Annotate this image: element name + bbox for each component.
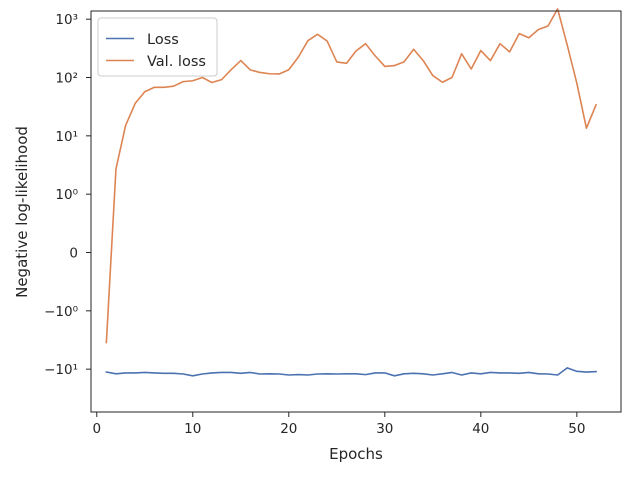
series-layer — [105, 8, 598, 377]
legend-label-val-loss: Val. loss — [147, 54, 206, 70]
x-axis-label: Epochs — [329, 445, 383, 463]
y-tick-label: 10² — [55, 71, 78, 87]
legend-label-loss: Loss — [147, 32, 179, 48]
legend: Loss Val. loss — [97, 17, 218, 77]
y-tick-label: 0 — [69, 246, 78, 262]
series-line-loss — [105, 367, 597, 377]
x-tick-label: 40 — [472, 421, 489, 437]
legend-box — [97, 17, 218, 77]
x-axis: 0 10 20 30 40 50 — [92, 412, 585, 437]
series-line-val-loss — [105, 8, 598, 344]
y-tick-label: 10³ — [55, 12, 78, 28]
x-tick-label: 50 — [568, 421, 585, 437]
y-axis-label: Negative log-likelihood — [13, 126, 31, 298]
x-tick-label: 30 — [376, 421, 393, 437]
y-tick-label: 10¹ — [55, 129, 78, 145]
x-tick-label: 20 — [280, 421, 297, 437]
x-tick-label: 10 — [184, 421, 201, 437]
y-tick-label: 10⁰ — [55, 187, 78, 203]
y-axis: 10³ 10² 10¹ 10⁰ 0 −10⁰ −10¹ — [44, 12, 91, 378]
x-tick-label: 0 — [92, 421, 101, 437]
y-tick-label: −10¹ — [44, 362, 78, 378]
y-tick-label: −10⁰ — [44, 304, 78, 320]
plot-frame — [90, 10, 622, 413]
